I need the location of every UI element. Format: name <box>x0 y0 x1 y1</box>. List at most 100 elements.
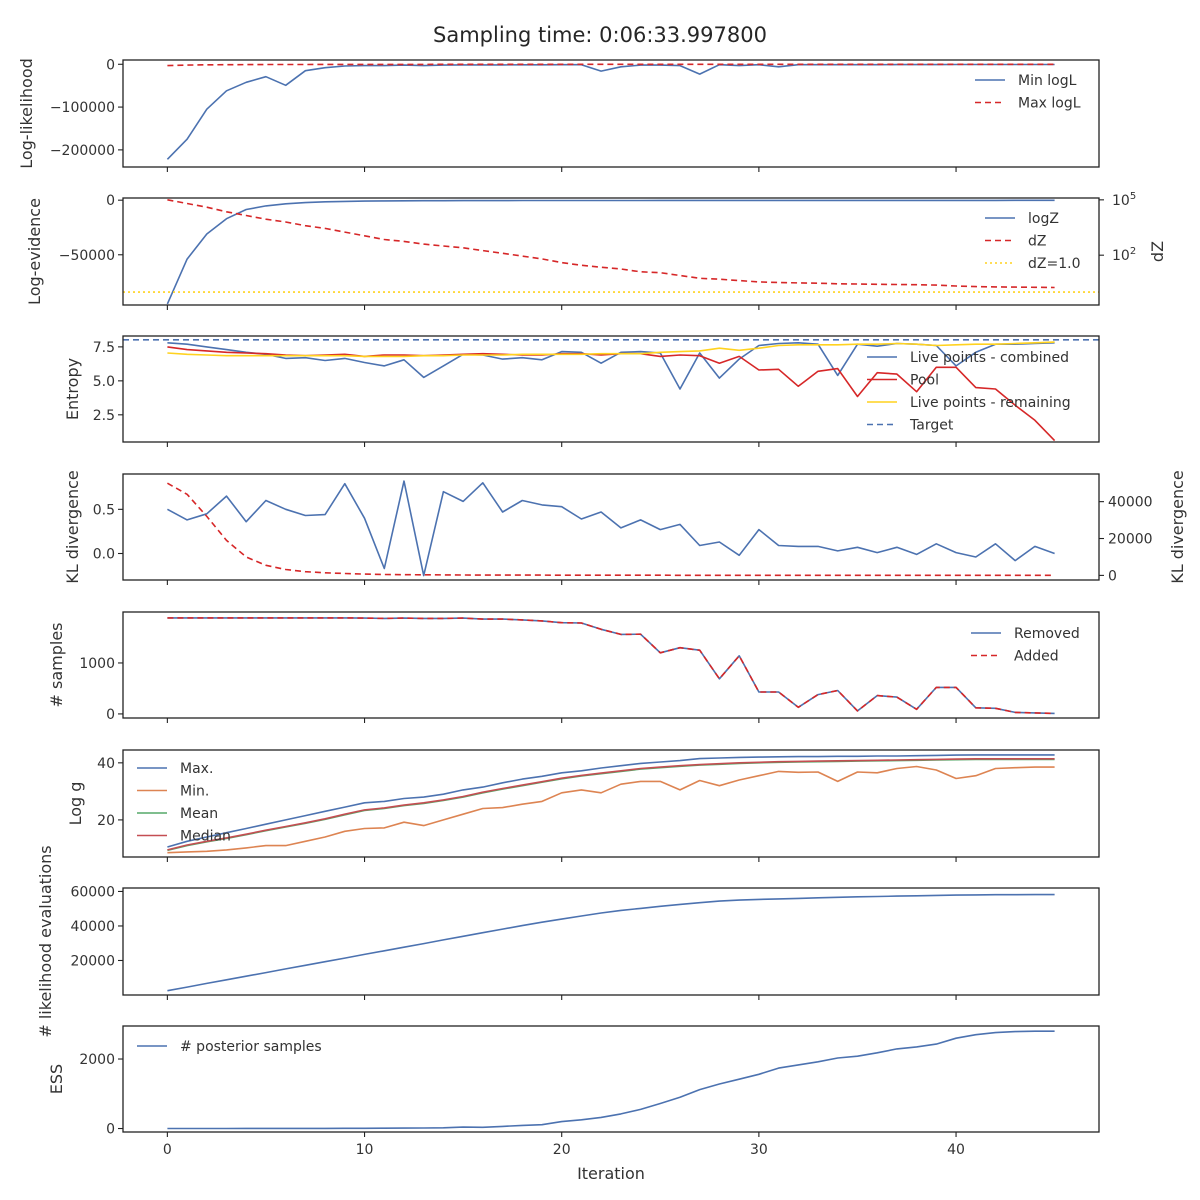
y2-tick-label: 102 <box>1112 246 1136 264</box>
x-tick-label: 20 <box>553 1142 571 1158</box>
series-line-max- <box>167 754 1055 848</box>
series-line--posterior-samples <box>167 1030 1055 1130</box>
axes-frame <box>122 887 1100 996</box>
series-group <box>167 893 1055 992</box>
legend-label: Live points - combined <box>910 350 1069 366</box>
series-group <box>167 754 1055 854</box>
panel-1: 0 −100000 −200000 Log-likelihood Min logL Max… <box>17 57 1100 172</box>
y-tick-label: 2000 <box>79 1052 115 1068</box>
series-group <box>166 63 1055 160</box>
x-axis-label: Iteration <box>577 1164 645 1183</box>
x-tick-label: 10 <box>356 1142 374 1158</box>
y-tick-label: 1000 <box>79 656 115 672</box>
y-tick-label: 40000 <box>70 919 115 935</box>
y2-tick-label: 40000 <box>1108 495 1153 511</box>
y-tick-label: −200000 <box>50 143 115 159</box>
panel-2: 0 −50000 105 102 Log-evidence dZ logZ dZ dZ=1.0 <box>25 191 1167 310</box>
panel-3: 7.5 5.0 2.5 Entropy Live points - combined Po… <box>63 335 1100 447</box>
legend-label: Min logL <box>1018 73 1077 89</box>
legend-label: Min. <box>180 784 209 800</box>
axes-frame <box>122 749 1100 858</box>
series-line-series-2 <box>167 482 1055 577</box>
y-tick-label: −50000 <box>59 248 115 264</box>
legend-label: Added <box>1014 649 1059 665</box>
series-group <box>167 617 1055 715</box>
series-line-max-logl <box>167 63 1055 67</box>
series-line-live-points-remaining <box>167 341 1055 358</box>
series-group <box>167 480 1055 577</box>
y-axis-label: # samples <box>47 623 66 708</box>
series-group <box>123 199 1099 305</box>
y-axis-label: Entropy <box>63 358 82 420</box>
y-tick-label: 0 <box>106 707 115 723</box>
legend: Max. Min. Mean Median <box>137 761 231 845</box>
axes-frame <box>122 335 1100 443</box>
y-axis-label: ESS <box>47 1064 66 1094</box>
y-tick-label: 7.5 <box>93 340 115 356</box>
series-group <box>167 1030 1055 1130</box>
legend: Live points - combined Pool Live points - … <box>867 350 1071 434</box>
y-tick-label: 5.0 <box>93 374 115 390</box>
y-tick-label: 60000 <box>70 884 115 900</box>
y-axis-label: Log g <box>66 782 85 826</box>
legend-label: Removed <box>1014 626 1080 642</box>
axes-frame <box>122 197 1100 306</box>
panel-7: 60000 40000 20000 # likelihood evaluations <box>36 845 1100 1038</box>
legend-label: Max. <box>180 761 213 777</box>
x-tick-label: 30 <box>750 1142 768 1158</box>
y-axis-label: # likelihood evaluations <box>36 845 55 1037</box>
y-tick-label: 20 <box>97 813 115 829</box>
panels: 0 −100000 −200000 Log-likelihood Min logL Max… <box>17 57 1187 1158</box>
y-tick-label: 0 <box>106 193 115 209</box>
x-tick-label: 0 <box>163 1142 172 1158</box>
series-line-min- <box>167 765 1055 854</box>
legend-label: Target <box>909 418 954 434</box>
series-line-series-1 <box>167 893 1055 992</box>
panel-8: 2000 0 0 10 20 30 40 ESS # posterior samples <box>47 1025 1100 1158</box>
legend: logZ dZ dZ=1.0 <box>985 211 1080 272</box>
y-tick-label: 2.5 <box>93 408 115 424</box>
figure-title: Sampling time: 0:06:33.997800 <box>433 23 767 47</box>
legend-label: Live points - remaining <box>910 395 1071 411</box>
y2-tick-label: 0 <box>1108 568 1117 584</box>
y-axis-label: Log-evidence <box>25 198 44 305</box>
y-tick-label: −100000 <box>50 100 115 116</box>
y2-axis-label: dZ <box>1148 241 1167 262</box>
series-line-series-1 <box>167 480 1055 577</box>
legend-label: Mean <box>180 806 218 822</box>
legend-label: Pool <box>910 373 939 389</box>
axes-frame <box>122 611 1100 719</box>
series-line-logz <box>166 199 1055 305</box>
axes-frame <box>122 1025 1100 1133</box>
legend-label: logZ <box>1028 211 1059 227</box>
y-tick-label: 20000 <box>70 953 115 969</box>
y-axis-label: KL divergence <box>63 470 82 583</box>
legend: Removed Added <box>971 626 1080 665</box>
series-line-added <box>167 617 1055 715</box>
legend-label: # posterior samples <box>180 1039 322 1055</box>
y2-axis-label: KL divergence <box>1168 470 1187 583</box>
legend-label: Median <box>180 829 231 845</box>
y-axis-label: Log-likelihood <box>17 58 36 169</box>
y-tick-label: 0.0 <box>93 547 115 563</box>
legend-label: dZ <box>1028 234 1046 250</box>
legend: Min logL Max logL <box>975 73 1081 112</box>
axes-frame <box>122 59 1100 168</box>
y2-tick-label: 105 <box>1112 191 1136 209</box>
y-tick-label: 0.5 <box>93 502 115 518</box>
panel-6: 40 20 Log g Max. Min. Mean Median <box>66 749 1100 862</box>
panel-5: 1000 0 # samples Removed Added <box>47 611 1100 723</box>
y-tick-label: 40 <box>97 756 115 772</box>
series-group <box>123 339 1099 442</box>
legend-label: dZ=1.0 <box>1028 256 1080 272</box>
y2-tick-label: 20000 <box>1108 532 1153 548</box>
y-tick-label: 0 <box>106 57 115 73</box>
series-line-mean <box>167 758 1055 852</box>
legend: # posterior samples <box>137 1039 322 1055</box>
series-line-min-logl <box>166 63 1055 160</box>
series-line-median <box>167 758 1055 851</box>
panel-4: 0.5 0.0 40000 20000 0 KL divergence KL diverge… <box>63 470 1187 585</box>
y-tick-label: 0 <box>106 1122 115 1138</box>
axes-frame <box>122 473 1100 581</box>
